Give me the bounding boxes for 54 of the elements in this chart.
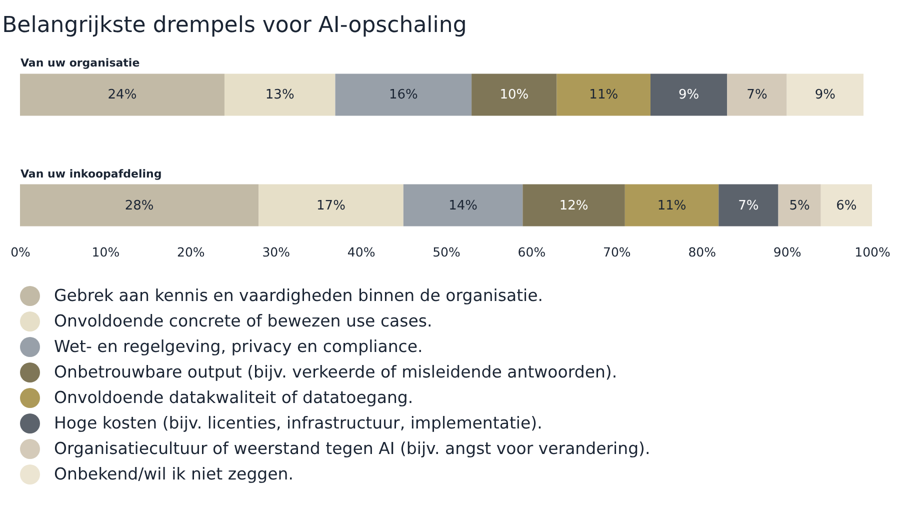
bar — [20, 184, 259, 226]
bar — [624, 184, 719, 226]
y-tick-label: Van uw inkoopafdeling — [20, 167, 162, 180]
legend-label: Onvoldoende datakwaliteit of datatoegang. — [54, 388, 414, 407]
legend-label: Onvoldoende concrete of bewezen use cases. — [54, 312, 432, 330]
legend-label: Organisatiecultuur of weerstand tegen AI (bijv. angst voor verandering). — [54, 439, 650, 458]
bar — [786, 74, 864, 116]
bar — [258, 184, 404, 226]
data-label: 13% — [265, 88, 294, 103]
data-label: 9% — [814, 88, 836, 103]
data-label: 14% — [448, 198, 478, 214]
x-tick-label: 50% — [432, 244, 461, 260]
x-tick-label: 70% — [603, 244, 631, 260]
bar — [650, 74, 728, 116]
data-label: 11% — [589, 88, 618, 103]
data-label: 16% — [388, 88, 418, 103]
x-tick-label: 10% — [92, 244, 120, 260]
chart-title: Belangrijkste drempels voor AI-opschaling — [2, 13, 467, 38]
bar — [472, 74, 557, 116]
data-label: 7% — [738, 198, 759, 214]
x-tick-label: 0% — [10, 244, 31, 260]
legend-label: Onbetrouwbare output (bijv. verkeerde of misleidende antwoorden). — [54, 362, 618, 382]
bar — [718, 184, 778, 226]
legend-label: Gebrek aan kennis en vaardigheden binnen de organisatie. — [54, 286, 544, 305]
bar — [727, 74, 787, 116]
bar — [335, 74, 472, 116]
data-label: 6% — [836, 198, 857, 214]
bar — [778, 184, 821, 226]
data-label: 5% — [789, 198, 810, 214]
data-label: 17% — [316, 198, 346, 214]
data-label: 7% — [746, 88, 768, 103]
x-tick-label: 80% — [688, 244, 716, 260]
x-tick-label: 60% — [518, 244, 546, 260]
x-tick-label: 20% — [177, 244, 205, 260]
legend-label: Hoge kosten (bijv. licenties, infrastructuur, implementatie). — [54, 414, 542, 432]
data-label: 28% — [124, 198, 154, 214]
data-label: 24% — [108, 88, 137, 103]
x-tick-label: 90% — [773, 244, 802, 260]
data-label: 9% — [678, 88, 700, 103]
y-tick-label: Van uw organisatie — [20, 56, 140, 70]
legend-label: Wet- en regelgeving, privacy en compliance. — [54, 337, 423, 356]
bar — [820, 184, 872, 226]
x-tick-label: 30% — [262, 244, 290, 260]
x-tick-label: 100% — [854, 244, 890, 260]
data-label: 11% — [657, 198, 686, 214]
bar — [522, 184, 625, 226]
data-label: 12% — [559, 198, 588, 214]
bar — [20, 74, 224, 116]
bar — [556, 74, 650, 116]
bar — [403, 184, 523, 226]
bar — [224, 74, 336, 116]
data-label: 10% — [500, 88, 529, 103]
legend-label: Onbekend/wil ik niet zeggen. — [54, 464, 294, 484]
x-tick-label: 40% — [347, 244, 376, 260]
